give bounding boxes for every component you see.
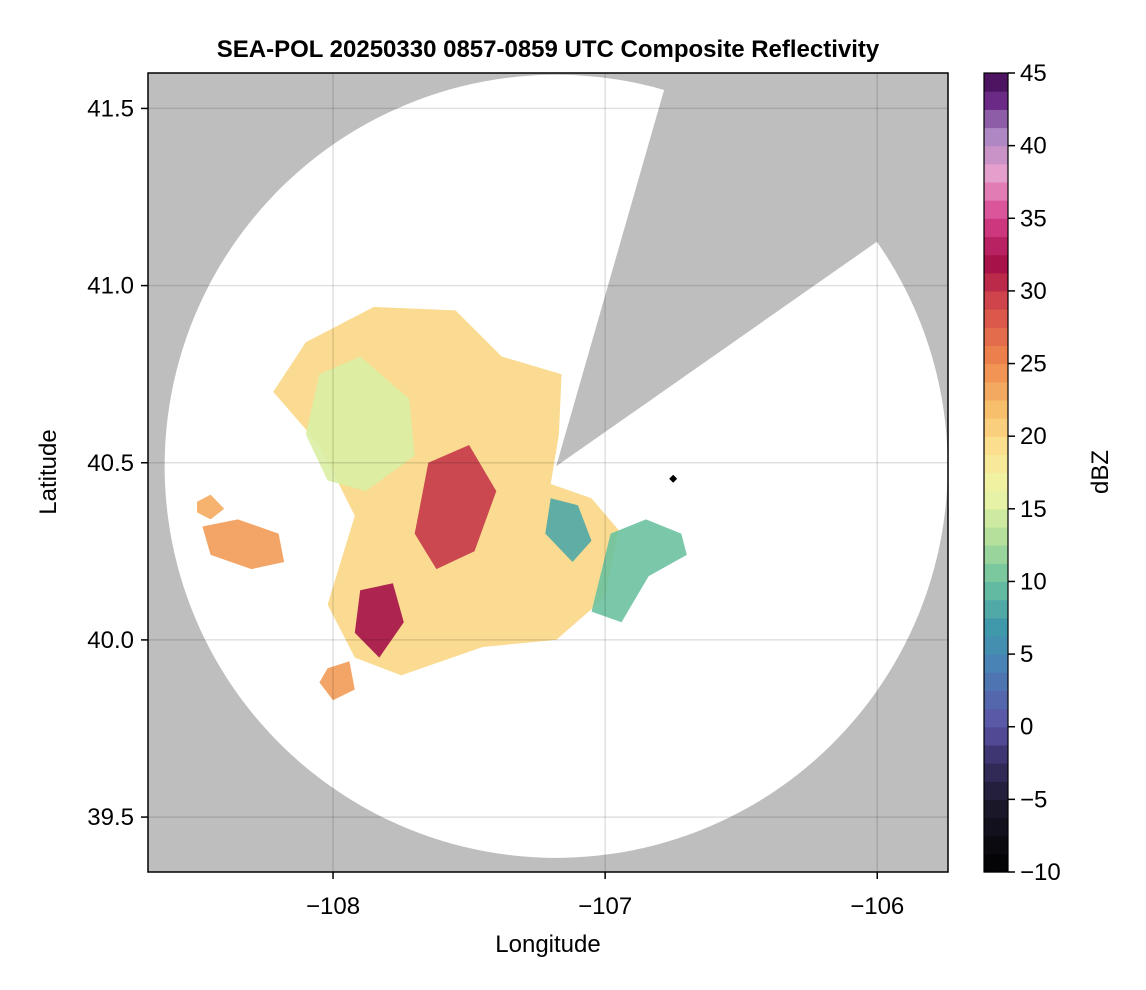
colorbar-label: dBZ [1087,450,1114,494]
colorbar-segment [984,672,1008,692]
radar-site-marker [669,474,678,483]
colorbar-segment [984,726,1008,746]
colorbar-frame [983,72,1009,873]
x-axis-ticks: −108 −107 −106 [306,872,904,920]
echo-region-band-edge [545,498,592,562]
colorbar-segment [984,145,1008,165]
echo-region-central-core [414,445,497,570]
echo-region-east-cluster [591,519,687,623]
colorbar-segment [984,526,1008,546]
y-tick-label: 39.5 [87,804,134,831]
colorbar-segment [984,327,1008,346]
colorbar-tick-label: 20 [1020,423,1047,450]
colorbar-segment [984,817,1008,837]
colorbar-tick-label: 15 [1020,496,1047,523]
colorbar-segment [984,200,1008,219]
colorbar-segment [984,508,1008,528]
colorbar [983,72,1009,873]
echo-region-west-cell [202,519,285,570]
colorbar-segment [984,617,1008,637]
colorbar-segment [984,436,1008,455]
y-axis-ticks: 39.5 40.0 40.5 41.0 41.5 [87,95,148,831]
colorbar-segment [984,763,1008,782]
colorbar-segment [984,91,1008,110]
colorbar-segment [984,490,1008,510]
colorbar-segment [984,454,1008,474]
colorbar-segment [984,309,1008,328]
colorbar-ticks: −10 −5 0 5 10 15 20 25 30 35 40 45 [1008,60,1061,886]
colorbar-segment [984,236,1008,256]
colorbar-tick-label: 5 [1020,641,1033,668]
echo-region-far-west-cell [197,494,225,520]
colorbar-tick-label: 30 [1020,278,1047,305]
colorbar-segment [984,73,1008,92]
colorbar-segment [984,472,1008,492]
colorbar-segment [984,635,1008,655]
colorbar-segment [984,853,1008,873]
colorbar-segment [984,418,1008,437]
colorbar-segment [984,363,1008,383]
colorbar-tick-label: 0 [1020,714,1033,741]
x-tick-label: −107 [578,893,632,920]
colorbar-segment [984,581,1008,601]
colorbar-segment [984,799,1008,819]
colorbar-tick-label: 45 [1020,60,1047,87]
colorbar-segment [984,708,1008,728]
grid-lines [148,73,948,872]
x-tick-label: −106 [850,893,904,920]
colorbar-segment [984,399,1008,419]
colorbar-segment [984,254,1008,274]
colorbar-tick-label: 25 [1020,351,1047,378]
colorbar-segment [984,599,1008,619]
colorbar-segment [984,381,1008,401]
colorbar-tick-label: −10 [1020,859,1061,886]
colorbar-segment [984,218,1008,238]
echo-region-southwest-cells [319,661,355,701]
colorbar-segment [984,690,1008,710]
colorbar-segment [984,563,1008,583]
colorbar-tick-label: 35 [1020,205,1047,232]
y-tick-label: 40.0 [87,627,134,654]
colorbar-segment [984,272,1008,292]
colorbar-segment [984,127,1008,147]
x-tick-label: −108 [306,893,360,920]
colorbar-segment [984,835,1008,855]
colorbar-tick-label: −5 [1020,786,1047,813]
colorbar-segment [984,744,1008,764]
plot-frame [147,72,949,873]
y-axis-label: Latitude [35,429,62,514]
colorbar-tick-label: 40 [1020,133,1047,160]
colorbar-segment [984,290,1008,310]
radar-coverage-area [164,74,948,858]
colorbar-tick-label: 10 [1020,568,1047,595]
colorbar-segment [984,181,1008,201]
echo-region-northwest-plateau [305,356,415,492]
colorbar-segment [984,345,1008,365]
x-axis-label: Longitude [495,931,600,958]
colorbar-segment [984,545,1008,564]
y-tick-label: 41.0 [87,273,134,300]
colorbar-segment [984,654,1008,673]
echo-region-south-core [354,583,404,658]
chart-title: SEA-POL 20250330 0857-0859 UTC Composite… [217,36,880,63]
colorbar-segment [984,109,1008,129]
y-tick-label: 41.5 [87,95,134,122]
colorbar-segment [984,781,1008,800]
reflectivity-echo-layer [197,306,687,701]
colorbar-segment [984,163,1008,183]
y-tick-label: 40.5 [87,450,134,477]
